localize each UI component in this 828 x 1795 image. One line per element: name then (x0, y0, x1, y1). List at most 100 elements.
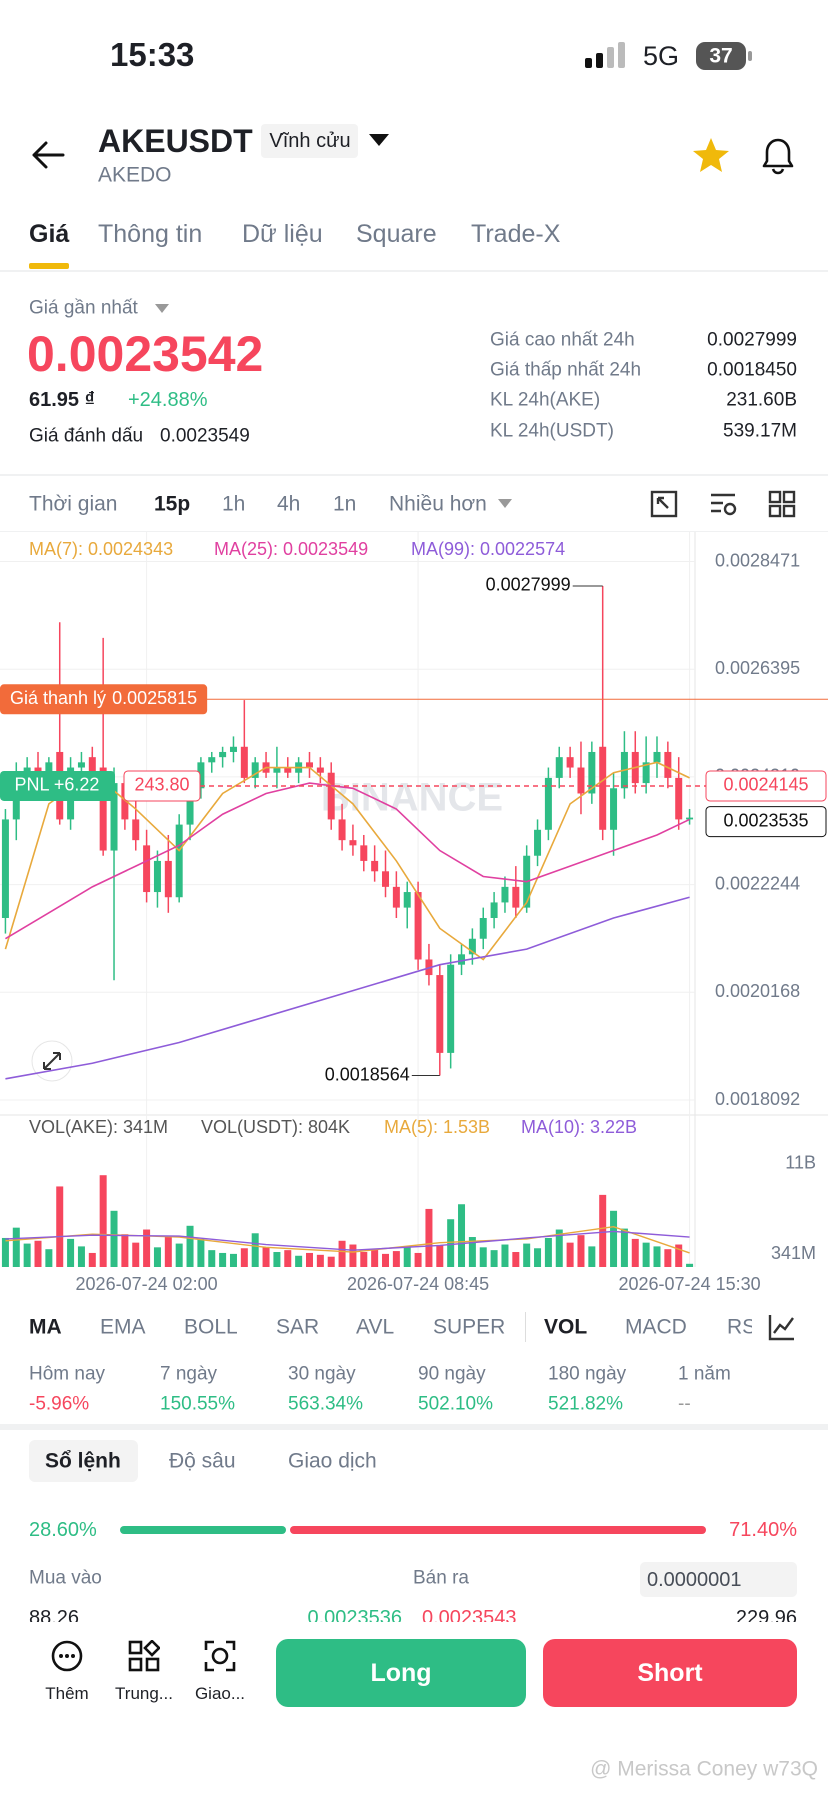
tab[interactable]: Square (356, 220, 437, 248)
tab[interactable]: Giá (29, 220, 70, 248)
orderbook-tab[interactable]: Độ sâu (169, 1449, 236, 1473)
candle-body (143, 845, 151, 893)
period-change: 150.55% (160, 1393, 236, 1415)
battery (696, 42, 746, 70)
candle-body (555, 757, 563, 778)
candle-body (1, 819, 9, 918)
divider (0, 474, 828, 476)
y-tick-label: 0.0022244 (715, 873, 800, 893)
indicator-tab[interactable]: AVL (356, 1315, 395, 1339)
tab[interactable]: Thông tin (98, 220, 203, 248)
nav-label[interactable]: Giao... (194, 1683, 246, 1703)
candle-body (414, 892, 422, 960)
candle-body (349, 840, 357, 846)
interval-option[interactable]: 15p (154, 492, 191, 516)
contract-badge[interactable] (261, 124, 358, 158)
orderbook-tab[interactable]: Sổ lệnh (45, 1449, 121, 1473)
volume-bar (642, 1242, 650, 1267)
stat-value: 539.17M (723, 420, 797, 442)
short-button[interactable] (543, 1639, 797, 1707)
long-button[interactable] (276, 1639, 526, 1707)
expand-button[interactable] (31, 1040, 73, 1082)
interval-more[interactable]: Nhiều hơn (389, 492, 487, 516)
last-price-label: 0.0023535 (723, 810, 808, 830)
indicator-tab[interactable]: MA (29, 1315, 62, 1339)
orderbook-tab[interactable]: Giao dịch (288, 1449, 377, 1473)
candle-body (99, 767, 107, 851)
amount-tag (123, 770, 201, 802)
last-price-dropdown[interactable] (155, 304, 169, 314)
candle-body (273, 767, 281, 773)
back-button[interactable] (30, 140, 66, 170)
candle-body (490, 902, 498, 918)
indicator-tab[interactable]: VOL (544, 1315, 588, 1339)
layout-icon[interactable] (768, 490, 796, 518)
candle-body (610, 788, 618, 830)
indicator-tab[interactable]: EMA (100, 1315, 146, 1339)
tab[interactable]: Trade-X (471, 220, 561, 248)
volume-bar (501, 1244, 509, 1267)
volume-bar (219, 1252, 227, 1267)
candle-body (479, 917, 487, 939)
candle-body (403, 892, 411, 908)
alert-bell[interactable] (761, 137, 795, 175)
volume-bar (175, 1243, 183, 1267)
y-tick-label: 0.0026395 (715, 658, 800, 678)
settings-icon[interactable] (709, 490, 739, 518)
volume-ma-line (5, 1226, 690, 1254)
volume-bar (620, 1228, 628, 1267)
nav-label[interactable]: Trung... (115, 1683, 173, 1703)
chart-watermark: BINANCE (321, 776, 503, 820)
indicator-tab[interactable]: MACD (625, 1315, 687, 1339)
volume-bar (555, 1229, 563, 1267)
legend-entry: MA(25): 0.0023549 (214, 539, 368, 559)
long-label[interactable]: Long (370, 1659, 432, 1687)
more-dropdown[interactable] (498, 499, 512, 509)
interval-option[interactable]: 1n (333, 492, 357, 516)
amount-label: 243.80 (134, 775, 189, 795)
volume-bar (631, 1238, 639, 1267)
symbol: AKEUSDT (98, 122, 253, 159)
trade-icon[interactable] (204, 1640, 236, 1672)
volume-bar (371, 1249, 379, 1267)
volume-legend: MA(5): 1.53B (384, 1117, 490, 1137)
indicator-settings[interactable] (768, 1313, 796, 1341)
period-label: 30 ngày (288, 1363, 356, 1385)
period-label: Hôm nay (29, 1363, 106, 1385)
divider (0, 531, 828, 532)
contract-type: Vĩnh cửu (269, 130, 351, 152)
candle-body (360, 845, 368, 861)
indicator-tab[interactable]: RSI (727, 1315, 752, 1339)
indicator-tab[interactable]: BOLL (184, 1315, 238, 1339)
candle-body (132, 819, 140, 841)
mark-price: 0.0023549 (160, 425, 250, 447)
favorite-star[interactable] (692, 137, 730, 173)
interval-option[interactable]: 4h (277, 492, 301, 516)
low-label: 0.0018564 (325, 1064, 410, 1084)
candle-body (675, 777, 683, 820)
nav-label[interactable]: Thêm (45, 1683, 89, 1703)
volume-bar (99, 1175, 107, 1267)
candle-body (284, 767, 292, 773)
legend-entry: MA(99): 0.0022574 (411, 539, 565, 559)
volume-bar (316, 1254, 324, 1267)
contract-dropdown[interactable] (369, 134, 389, 148)
volume-bar (349, 1244, 357, 1267)
indicator-tab[interactable]: SUPER (433, 1315, 506, 1339)
tab-underline (29, 263, 69, 269)
x-tick-label: 2026-07-24 02:00 (76, 1274, 218, 1294)
more-icon[interactable] (51, 1640, 83, 1672)
precision-select[interactable] (640, 1562, 797, 1597)
volume-bar (675, 1244, 683, 1267)
candle-body (468, 938, 476, 955)
short-label[interactable]: Short (637, 1659, 703, 1687)
hub-icon[interactable] (128, 1640, 160, 1672)
stat-value: 0.0018450 (707, 359, 797, 381)
period-label: 7 ngày (160, 1363, 218, 1385)
volume-bar (295, 1255, 303, 1267)
tab[interactable]: Dữ liệu (242, 220, 323, 248)
indicator-tab[interactable]: SAR (276, 1315, 320, 1339)
volume-bar (77, 1246, 85, 1267)
interval-option[interactable]: 1h (222, 492, 246, 516)
fullscreen-icon[interactable] (650, 490, 678, 518)
